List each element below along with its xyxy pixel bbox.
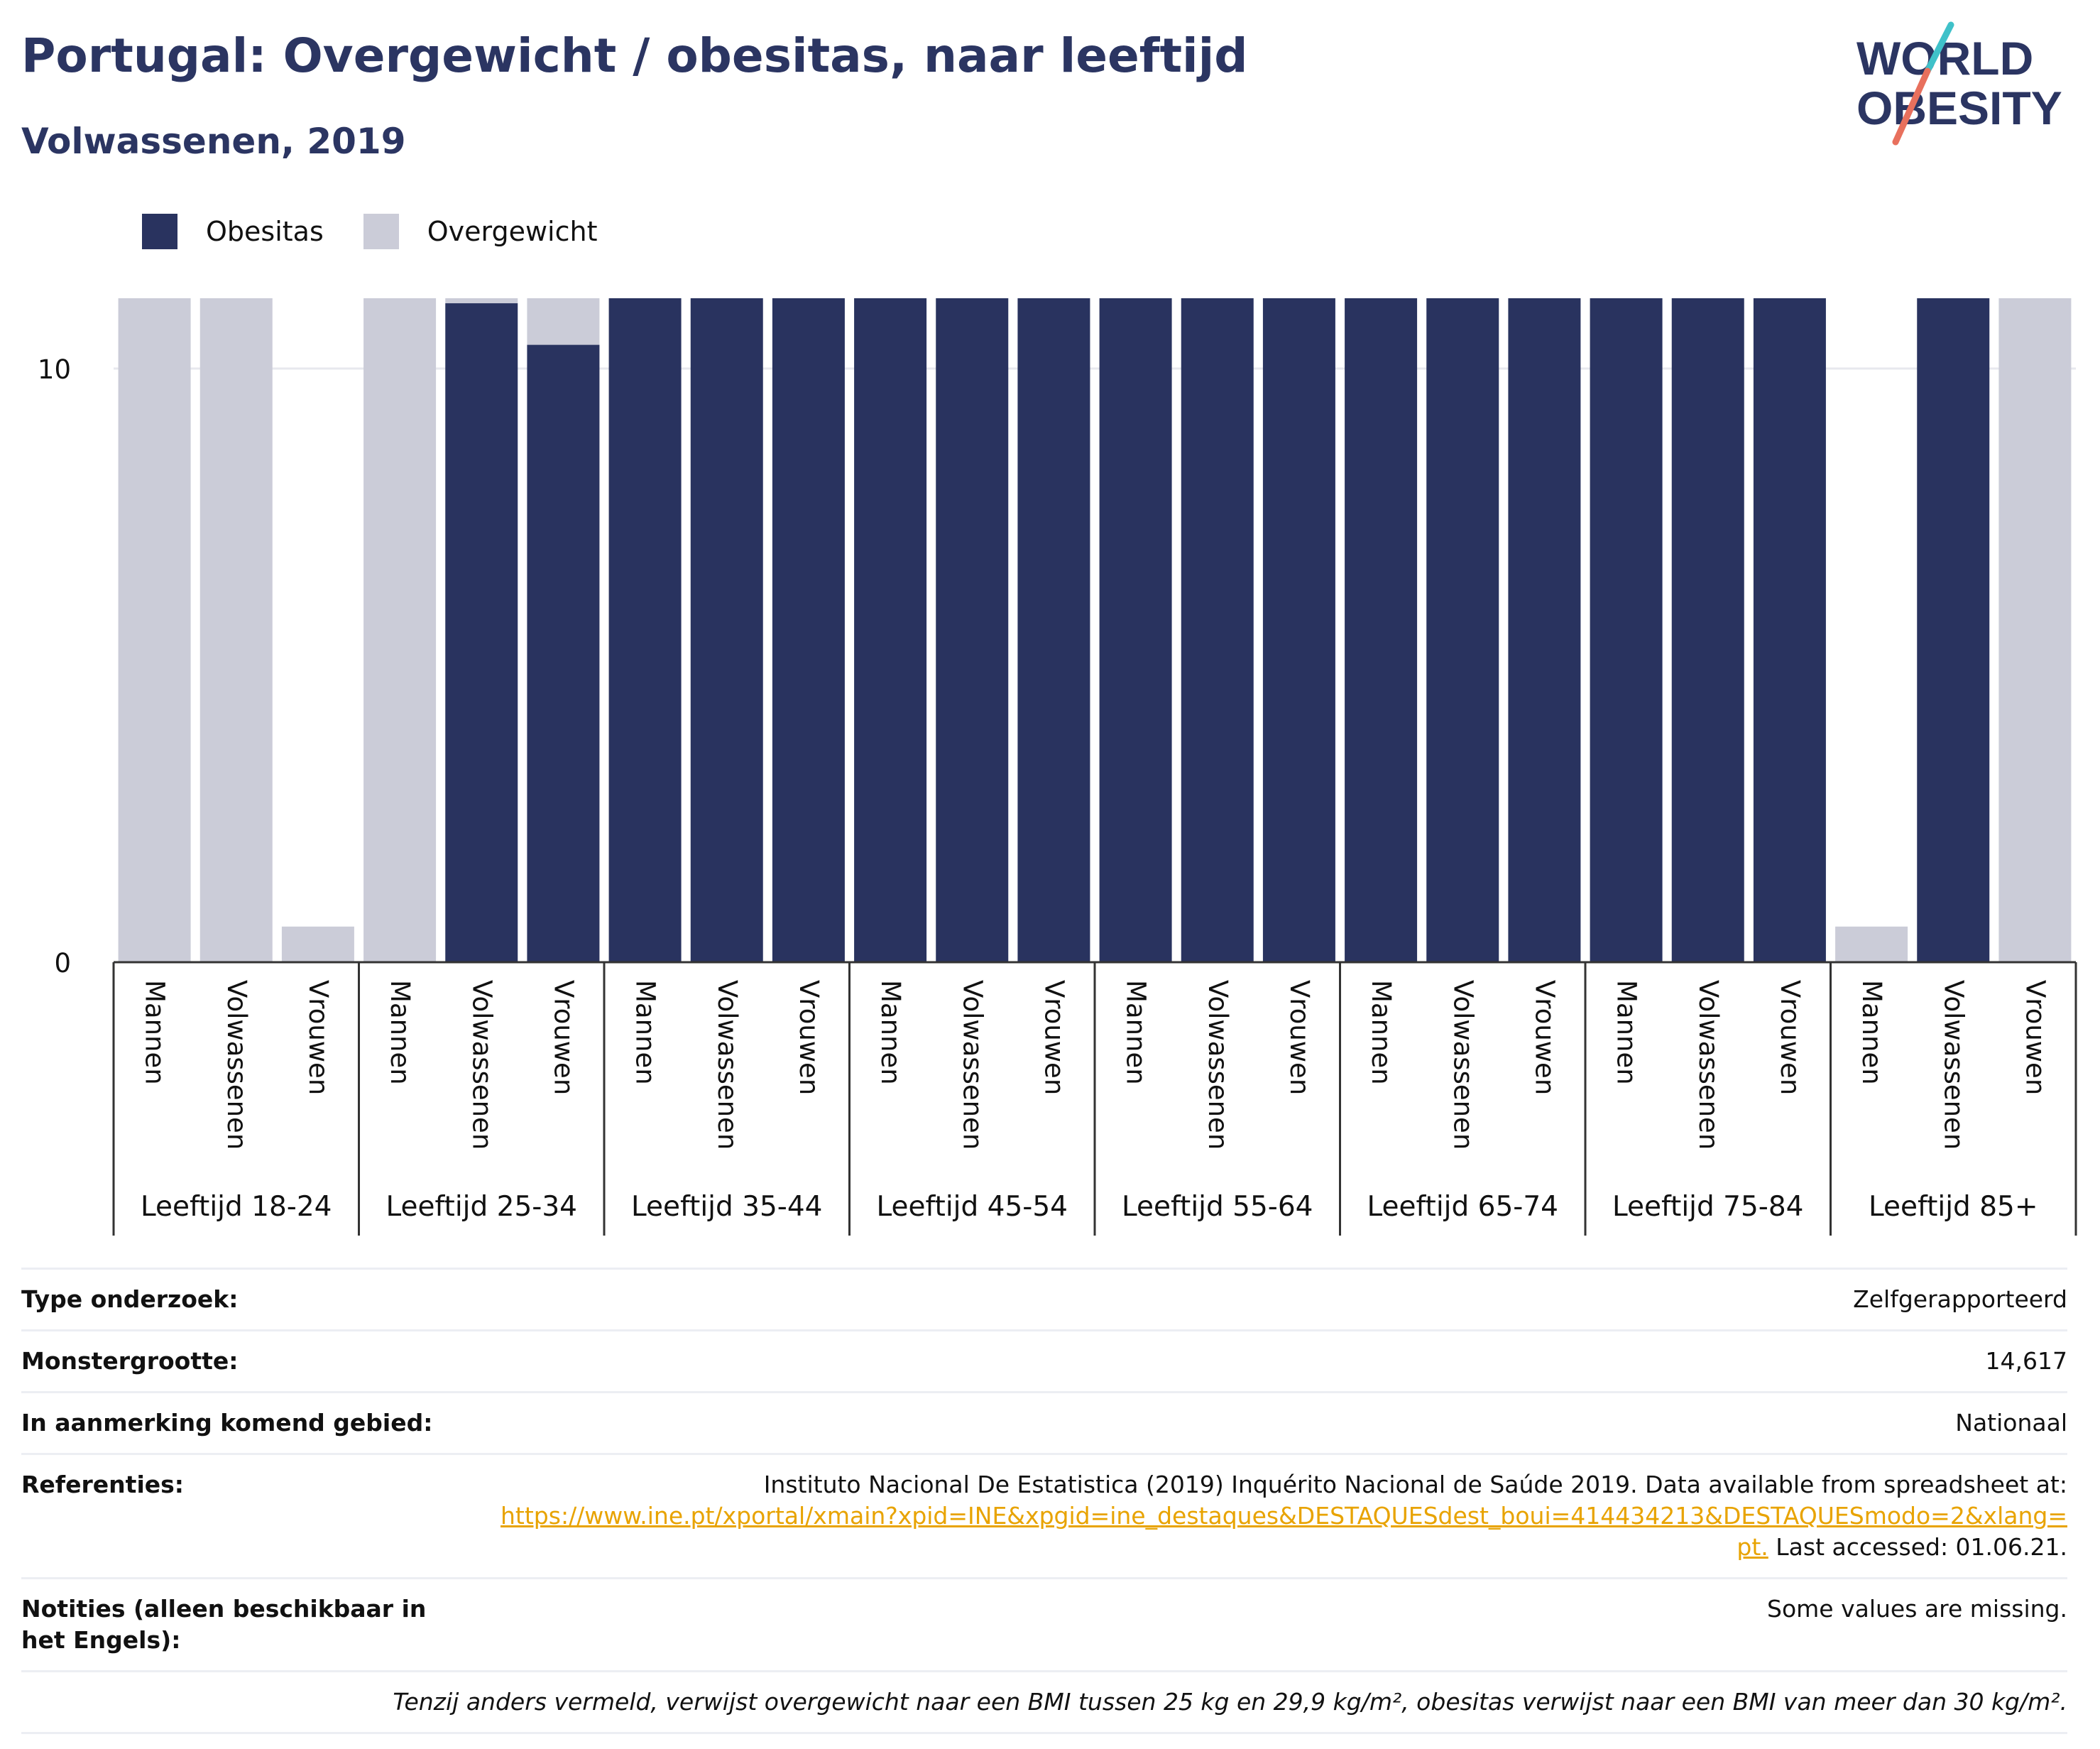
references-text: Instituto Nacional De Estatistica (2019)… — [763, 1471, 2067, 1498]
bar-obesitas — [1181, 298, 1254, 962]
bar-obesitas — [1508, 298, 1581, 962]
legend-item-overweight: Overgewicht — [363, 214, 598, 249]
bar-obesitas — [854, 298, 927, 963]
bar-overgewicht — [199, 298, 273, 963]
bar-overgewicht — [1998, 298, 2072, 963]
x-tick-label: Vrouwen — [1529, 980, 1560, 1095]
legend-label-overweight: Overgewicht — [427, 216, 598, 247]
x-tick-label: Volwassenen — [1203, 980, 1233, 1150]
bar-obesitas — [1099, 298, 1172, 962]
y-tick-label: 10 — [38, 354, 71, 385]
info-value: Nationaal — [1955, 1409, 2067, 1437]
info-label: Referenties: — [21, 1471, 184, 1498]
group-label: Leeftijd 45-54 — [876, 1191, 1068, 1223]
world-obesity-logo: WORLD OBESITY — [1856, 21, 2062, 146]
x-tick-label: Vrouwen — [794, 980, 824, 1095]
logo-text-bottom: OBESITY — [1856, 82, 2062, 134]
info-value: Zelfgerapporteerd — [1853, 1285, 2067, 1313]
bar-obesitas — [1917, 298, 1990, 962]
x-tick-label: Vrouwen — [1775, 980, 1805, 1095]
bar-obesitas — [527, 344, 600, 962]
info-row-notes: Notities (alleen beschikbaar in het Enge… — [21, 1577, 2067, 1670]
x-tick-label: Mannen — [140, 980, 170, 1085]
references-accessed: Last accessed: 01.06.21. — [1768, 1533, 2067, 1561]
x-tick-label: Mannen — [1366, 980, 1396, 1085]
x-tick-label: Volwassenen — [222, 980, 252, 1150]
group-label: Leeftijd 18-24 — [141, 1191, 332, 1223]
info-value: Some values are missing. — [1767, 1595, 2067, 1623]
x-tick-label: Vrouwen — [548, 980, 579, 1095]
info-label: Monstergrootte: — [21, 1347, 239, 1375]
group-label: Leeftijd 25-34 — [385, 1191, 577, 1223]
bar-obesitas — [1590, 298, 1663, 963]
bar-obesitas — [608, 298, 682, 963]
x-tick-label: Vrouwen — [2020, 980, 2050, 1095]
x-tick-label: Vrouwen — [1039, 980, 1069, 1095]
info-row-area: In aanmerking komend gebied: Nationaal — [21, 1391, 2067, 1453]
group-label: Leeftijd 75-84 — [1612, 1191, 1804, 1223]
group-label: Leeftijd 55-64 — [1122, 1191, 1313, 1223]
bar-obesitas — [1345, 298, 1418, 962]
legend-swatch-overweight — [363, 214, 399, 249]
bar-overgewicht — [527, 298, 600, 345]
info-label: Notities (alleen beschikbaar in het Enge… — [21, 1595, 427, 1654]
group-label: Leeftijd 35-44 — [631, 1191, 823, 1223]
references-link-end[interactable]: pt. — [1737, 1533, 1768, 1561]
bar-obesitas — [445, 303, 518, 962]
info-table: Type onderzoek: Zelfgerapporteerd Monste… — [21, 1268, 2067, 1734]
bar-obesitas — [1753, 298, 1826, 962]
bar-overgewicht — [1835, 926, 1908, 962]
bar-obesitas — [936, 298, 1009, 963]
bar-obesitas — [690, 298, 763, 962]
bar-overgewicht — [281, 926, 354, 962]
info-value: 14,617 — [1985, 1347, 2067, 1375]
stacked-bar-chart: 010203040506070%MannenVolwassenenVrouwen… — [38, 298, 2077, 1236]
x-tick-label: Volwassenen — [466, 980, 497, 1150]
info-row-footnote: Tenzij anders vermeld, verwijst overgewi… — [21, 1670, 2067, 1734]
x-tick-label: Volwassenen — [712, 980, 743, 1150]
x-tick-label: Mannen — [630, 980, 661, 1085]
bar-obesitas — [1426, 298, 1499, 962]
x-tick-label: Mannen — [1856, 980, 1887, 1085]
info-label: In aanmerking komend gebied: — [21, 1409, 433, 1437]
legend-item-obese: Obesitas — [142, 214, 324, 249]
bar-obesitas — [1262, 298, 1335, 962]
info-row-sample-size: Monstergrootte: 14,617 — [21, 1329, 2067, 1391]
info-row-references: Referenties: Instituto Nacional De Estat… — [21, 1453, 2067, 1577]
x-tick-label: Mannen — [875, 980, 906, 1085]
info-label: Type onderzoek: — [21, 1285, 239, 1313]
bar-overgewicht — [363, 298, 437, 962]
logo-slash-coral — [1892, 67, 1931, 146]
bar-overgewicht — [445, 298, 518, 304]
bar-obesitas — [772, 298, 845, 962]
logo-slash-teal — [1924, 21, 1954, 75]
x-tick-label: Vrouwen — [1284, 980, 1315, 1095]
page-title: Portugal: Overgewicht / obesitas, naar l… — [21, 28, 1248, 83]
info-row-survey-type: Type onderzoek: Zelfgerapporteerd — [21, 1268, 2067, 1329]
x-tick-label: Mannen — [1612, 980, 1642, 1085]
chart-legend: Obesitas Overgewicht — [142, 213, 638, 250]
x-tick-label: Volwassenen — [1448, 980, 1478, 1150]
group-label: Leeftijd 85+ — [1869, 1191, 2038, 1223]
group-label: Leeftijd 65-74 — [1367, 1191, 1558, 1223]
x-tick-label: Volwassenen — [957, 980, 988, 1150]
x-tick-label: Vrouwen — [303, 980, 334, 1095]
legend-label-obese: Obesitas — [206, 216, 324, 247]
page-subtitle: Volwassenen, 2019 — [21, 121, 406, 162]
x-tick-label: Mannen — [1121, 980, 1152, 1085]
legend-swatch-obese — [142, 214, 177, 249]
bar-obesitas — [1671, 298, 1744, 962]
bar-overgewicht — [118, 298, 191, 963]
x-tick-label: Volwassenen — [1938, 980, 1969, 1150]
references-value: Instituto Nacional De Estatistica (2019)… — [461, 1469, 2067, 1563]
x-tick-label: Volwassenen — [1693, 980, 1724, 1150]
x-tick-label: Mannen — [385, 980, 415, 1085]
bar-obesitas — [1017, 298, 1090, 962]
references-link[interactable]: https://www.ine.pt/xportal/xmain?xpid=IN… — [501, 1502, 2067, 1530]
y-tick-label: 0 — [54, 948, 71, 979]
footnote: Tenzij anders vermeld, verwijst overgewi… — [393, 1688, 2067, 1716]
